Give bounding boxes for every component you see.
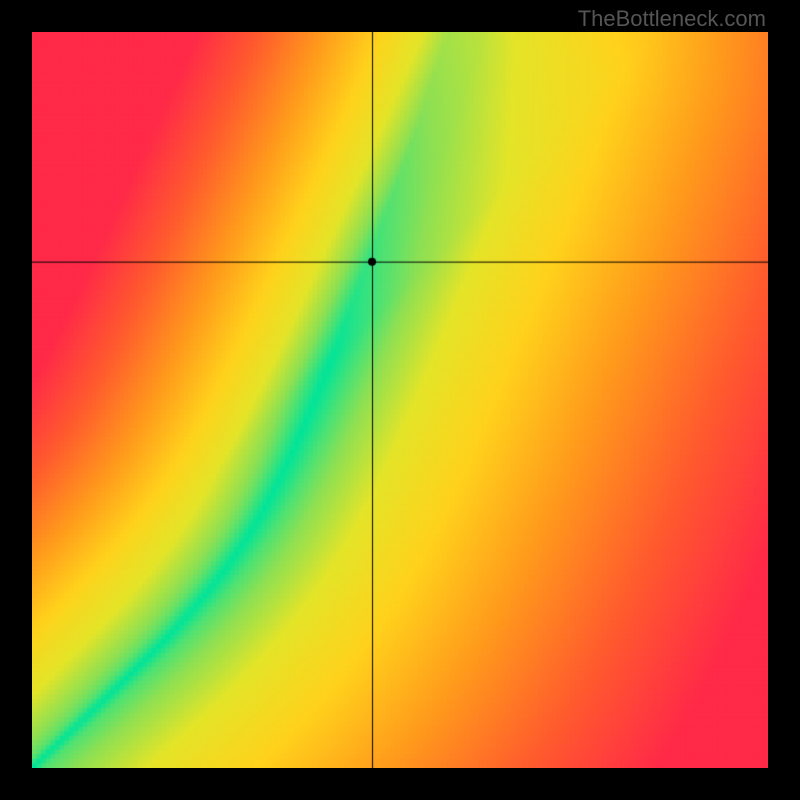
- bottleneck-heatmap: [32, 32, 768, 768]
- watermark-text: TheBottleneck.com: [578, 6, 766, 32]
